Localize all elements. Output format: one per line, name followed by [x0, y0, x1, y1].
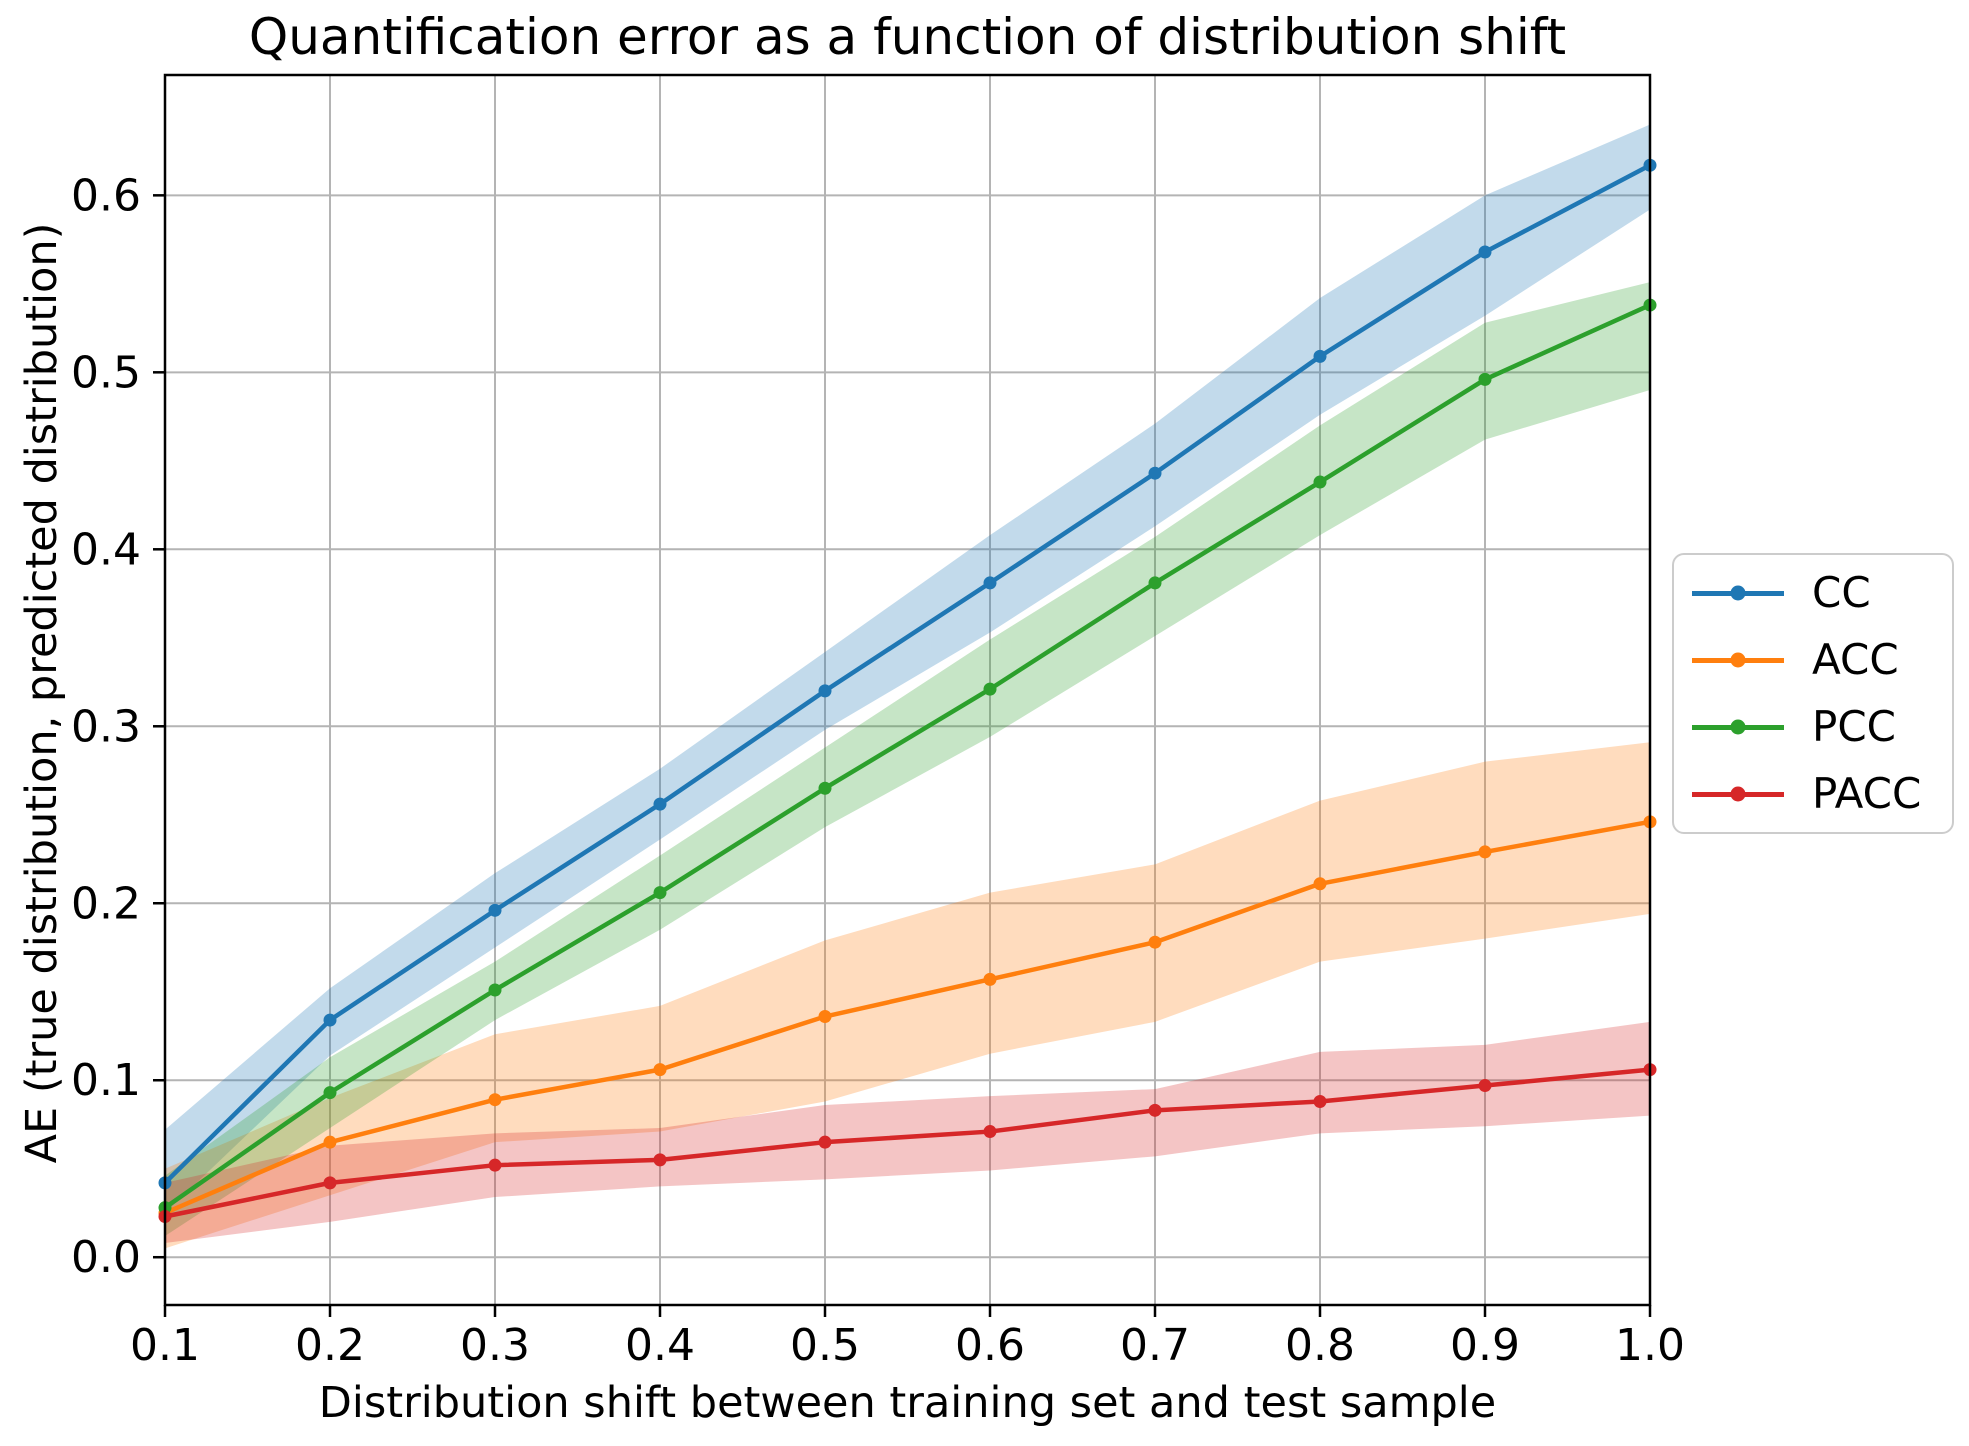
x-tick-label: 0.9 [1450, 1320, 1520, 1371]
y-tick-labels: 0.0 0.1 0.2 0.3 0.4 0.5 0.6 [71, 170, 141, 1283]
x-tick-label: 0.5 [790, 1320, 860, 1371]
legend-item-acc: ACC [1692, 638, 1932, 682]
axis-spines [163, 73, 1652, 1307]
x-tick-label: 0.3 [460, 1320, 530, 1371]
x-tick-label: 0.4 [625, 1320, 695, 1371]
y-axis-label: AE (true distribution, predicted distrib… [17, 222, 67, 1164]
legend-line-sample [1692, 786, 1784, 802]
legend-line-sample [1692, 719, 1784, 735]
band-acc [165, 742, 1650, 1249]
y-tick-label: 0.4 [71, 524, 141, 575]
legend-item-cc: CC [1692, 571, 1932, 615]
legend-marker-dot [1730, 585, 1746, 601]
legend: CC ACC PCC PACC [1672, 553, 1954, 834]
y-tick-label: 0.6 [71, 170, 141, 221]
legend-marker-dot [1730, 719, 1746, 735]
band-pcc [165, 282, 1650, 1236]
series-pcc [158, 298, 1657, 1215]
confidence-bands [165, 124, 1650, 1249]
x-tick-label: 0.7 [1120, 1320, 1190, 1371]
legend-label: ACC [1812, 635, 1899, 684]
legend-label: CC [1812, 568, 1871, 617]
chart-title: Quantification error as a function of di… [248, 8, 1567, 66]
y-tick-label: 0.3 [71, 701, 141, 752]
data-lines [158, 158, 1657, 1224]
y-tick-label: 0.2 [71, 878, 141, 929]
legend-item-pacc: PACC [1692, 772, 1932, 816]
x-axis-label: Distribution shift between training set … [318, 1378, 1497, 1428]
x-tick-label: 1.0 [1615, 1320, 1685, 1371]
y-tick-label: 0.0 [71, 1232, 141, 1283]
series-pacc [158, 1063, 1657, 1224]
x-tick-labels: 0.1 0.2 0.3 0.4 0.5 0.6 0.7 0.8 0.9 1.0 [130, 1320, 1685, 1371]
legend-marker-dot [1730, 652, 1746, 668]
legend-label: PCC [1812, 702, 1896, 751]
legend-line-sample [1692, 585, 1784, 601]
y-tick-label: 0.1 [71, 1055, 141, 1106]
axis-ticks [153, 194, 1652, 1317]
band-cc [165, 124, 1650, 1213]
y-tick-label: 0.5 [71, 347, 141, 398]
legend-label: PACC [1812, 769, 1922, 818]
legend-item-pcc: PCC [1692, 705, 1932, 749]
x-tick-label: 0.8 [1285, 1320, 1355, 1371]
legend-marker-dot [1730, 786, 1746, 802]
legend-line-sample [1692, 652, 1784, 668]
x-tick-label: 0.1 [130, 1320, 200, 1371]
x-tick-label: 0.6 [955, 1320, 1025, 1371]
band-pacc [165, 1021, 1650, 1244]
x-tick-label: 0.2 [295, 1320, 365, 1371]
